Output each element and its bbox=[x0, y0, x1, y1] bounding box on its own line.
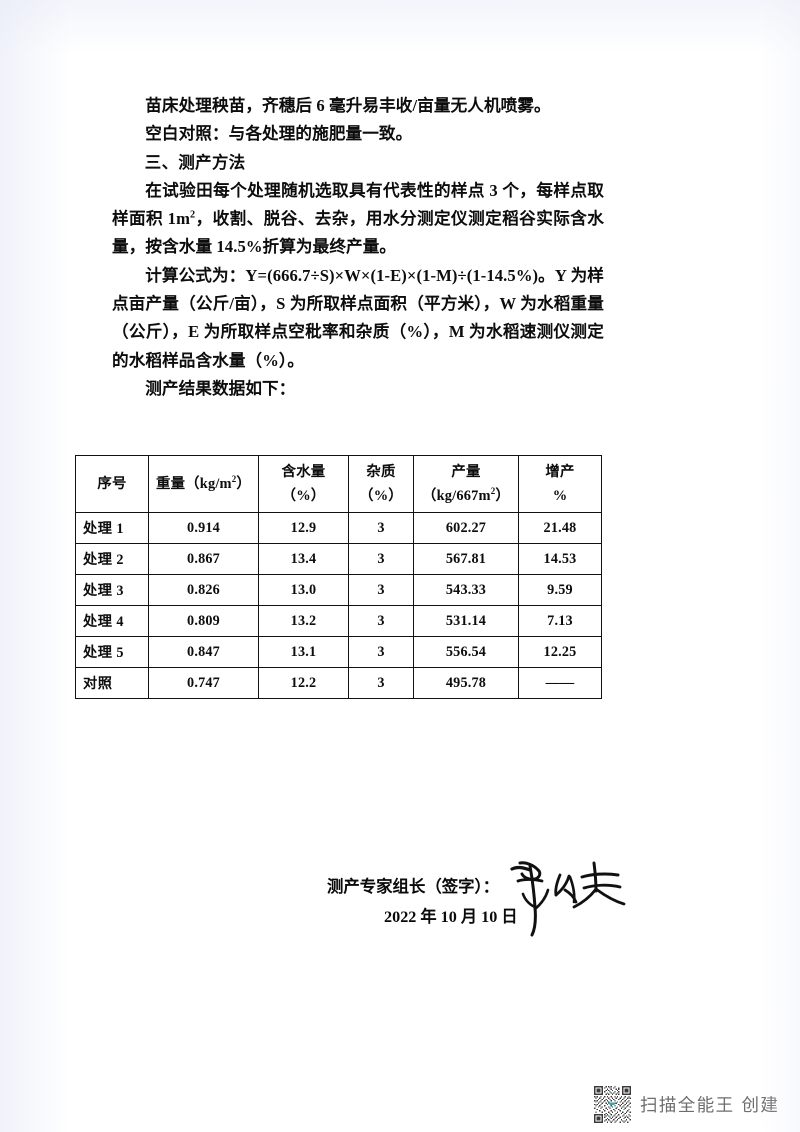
table-header-row: 序号 重量（kg/m2） 含水量 （%） 杂质 （%） 产量 bbox=[75, 455, 602, 513]
cell-label: 处理 5 bbox=[75, 636, 149, 668]
cell-weight: 0.809 bbox=[148, 605, 259, 637]
column-header-yield-unit-a: （kg/667m bbox=[421, 488, 491, 504]
cell-yield: 495.78 bbox=[413, 667, 519, 699]
column-header-impurity-unit: （%） bbox=[359, 488, 403, 504]
signature-label: 测产专家组长（签字）： bbox=[327, 877, 500, 896]
cell-yield: 531.14 bbox=[413, 605, 519, 637]
cell-moisture: 12.2 bbox=[258, 667, 349, 699]
paragraph-formula: 计算公式为：Y=(666.7÷S)×W×(1-E)×(1-M)÷(1-14.5%… bbox=[112, 262, 604, 375]
cell-moisture: 13.1 bbox=[258, 636, 349, 668]
cell-label: 处理 2 bbox=[75, 543, 149, 575]
formula-line-1: 计算公式为：Y=(666.7÷S)×W×(1-E)×(1-M)÷(1-14.5%… bbox=[145, 265, 555, 285]
qr-code-icon bbox=[594, 1086, 631, 1123]
column-header-moisture-text: 含水量 bbox=[281, 464, 326, 480]
cell-moisture: 12.9 bbox=[258, 512, 349, 544]
cell-impurity: 3 bbox=[348, 574, 414, 606]
cell-label: 对照 bbox=[75, 667, 149, 699]
sampling-line-2-a: 面积 1m bbox=[129, 209, 190, 229]
cell-impurity: 3 bbox=[348, 512, 414, 544]
table-row: 对照 0.747 12.2 3 495.78 —— bbox=[75, 667, 602, 699]
column-header-moisture-unit: （%） bbox=[281, 488, 326, 504]
cell-label: 处理 3 bbox=[75, 574, 149, 606]
cell-increase: 7.13 bbox=[518, 605, 602, 637]
cell-increase: 14.53 bbox=[518, 543, 602, 575]
table-header: 序号 重量（kg/m2） 含水量 （%） 杂质 （%） 产量 bbox=[75, 455, 602, 513]
paragraph-seedbed-treatment: 苗床处理秧苗，齐穗后 6 毫升易丰收/亩量无人机喷雾。 bbox=[145, 96, 551, 115]
column-header-impurity-text: 杂质 bbox=[366, 464, 396, 480]
paragraph-sampling-method: 在试验田每个处理随机选取具有代表性的样点 3 个，每样点取样面积 1m2，收割、… bbox=[112, 177, 604, 262]
paragraph-results-intro: 测产结果数据如下： bbox=[145, 378, 296, 398]
cell-label: 处理 4 bbox=[75, 605, 149, 637]
cell-weight: 0.867 bbox=[148, 543, 259, 575]
cell-increase: 9.59 bbox=[518, 574, 602, 606]
column-header-weight: 重量（kg/m2） bbox=[148, 455, 259, 513]
cell-moisture: 13.0 bbox=[258, 574, 349, 606]
table-row: 处理 2 0.867 13.4 3 567.81 14.53 bbox=[75, 543, 602, 575]
signature-date: 2022 年 10 月 10 日 bbox=[384, 908, 518, 926]
column-header-index: 序号 bbox=[75, 455, 149, 513]
cell-label: 处理 1 bbox=[75, 512, 149, 544]
cell-yield: 567.81 bbox=[413, 543, 519, 575]
table-row: 处理 5 0.847 13.1 3 556.54 12.25 bbox=[75, 636, 602, 668]
cell-impurity: 3 bbox=[348, 543, 414, 575]
cell-yield: 543.33 bbox=[413, 574, 519, 606]
document-body: 苗床处理秧苗，齐穗后 6 毫升易丰收/亩量无人机喷雾。 空白对照：与各处理的施肥… bbox=[112, 92, 604, 403]
cell-moisture: 13.4 bbox=[258, 543, 349, 575]
cell-weight: 0.847 bbox=[148, 636, 259, 668]
table-row: 处理 1 0.914 12.9 3 602.27 21.48 bbox=[75, 512, 602, 544]
cell-weight: 0.826 bbox=[148, 574, 259, 606]
column-header-moisture: 含水量 （%） bbox=[258, 455, 349, 513]
cell-increase: 12.25 bbox=[518, 636, 602, 668]
signature-block: 测产专家组长（签字）： 2022 年 10 月 10 日 bbox=[327, 872, 667, 932]
camscanner-label: 扫描全能王 创建 bbox=[640, 1096, 780, 1116]
cell-increase: 21.48 bbox=[518, 512, 602, 544]
column-header-yield-unit: （kg/667m2） bbox=[414, 484, 518, 508]
formula-line-4: 的水稻样品含水量（%）。 bbox=[112, 350, 305, 370]
camscanner-watermark: 扫描全能王 创建 bbox=[594, 1086, 779, 1123]
cell-weight: 0.747 bbox=[148, 667, 259, 699]
cell-moisture: 13.2 bbox=[258, 605, 349, 637]
column-header-yield: 产量 （kg/667m2） bbox=[413, 455, 519, 513]
cell-impurity: 3 bbox=[348, 636, 414, 668]
column-header-impurity: 杂质 （%） bbox=[348, 455, 414, 513]
column-header-increase-text: 增产 bbox=[545, 464, 575, 480]
column-header-increase-unit: % bbox=[552, 488, 568, 504]
cell-weight: 0.914 bbox=[148, 512, 259, 544]
column-header-weight-text-a: 重量（kg/m bbox=[155, 476, 232, 492]
column-header-increase: 增产 % bbox=[518, 455, 602, 513]
cell-yield: 602.27 bbox=[413, 512, 519, 544]
results-table: 序号 重量（kg/m2） 含水量 （%） 杂质 （%） 产量 bbox=[75, 455, 602, 699]
column-header-yield-text: 产量 bbox=[451, 464, 481, 480]
table-body: 处理 1 0.914 12.9 3 602.27 21.48 处理 2 0.86… bbox=[75, 512, 602, 699]
column-header-yield-unit-b: ） bbox=[495, 488, 510, 504]
cell-impurity: 3 bbox=[348, 605, 414, 637]
section-heading-yield-method: 三、测产方法 bbox=[144, 152, 246, 172]
paragraph-blank-control: 空白对照：与各处理的施肥量一致。 bbox=[145, 124, 413, 144]
table-row: 处理 4 0.809 13.2 3 531.14 7.13 bbox=[75, 605, 602, 637]
sampling-line-3: 按含水量 14.5%折算为最终产量。 bbox=[145, 237, 397, 257]
cell-impurity: 3 bbox=[348, 667, 414, 699]
table-row: 处理 3 0.826 13.0 3 543.33 9.59 bbox=[75, 574, 602, 606]
cell-increase: —— bbox=[518, 667, 602, 699]
cell-yield: 556.54 bbox=[413, 636, 519, 668]
column-header-weight-text-b: ） bbox=[236, 476, 251, 492]
column-header-index-text: 序号 bbox=[97, 476, 127, 492]
results-table-container: 序号 重量（kg/m2） 含水量 （%） 杂质 （%） 产量 bbox=[75, 455, 602, 699]
